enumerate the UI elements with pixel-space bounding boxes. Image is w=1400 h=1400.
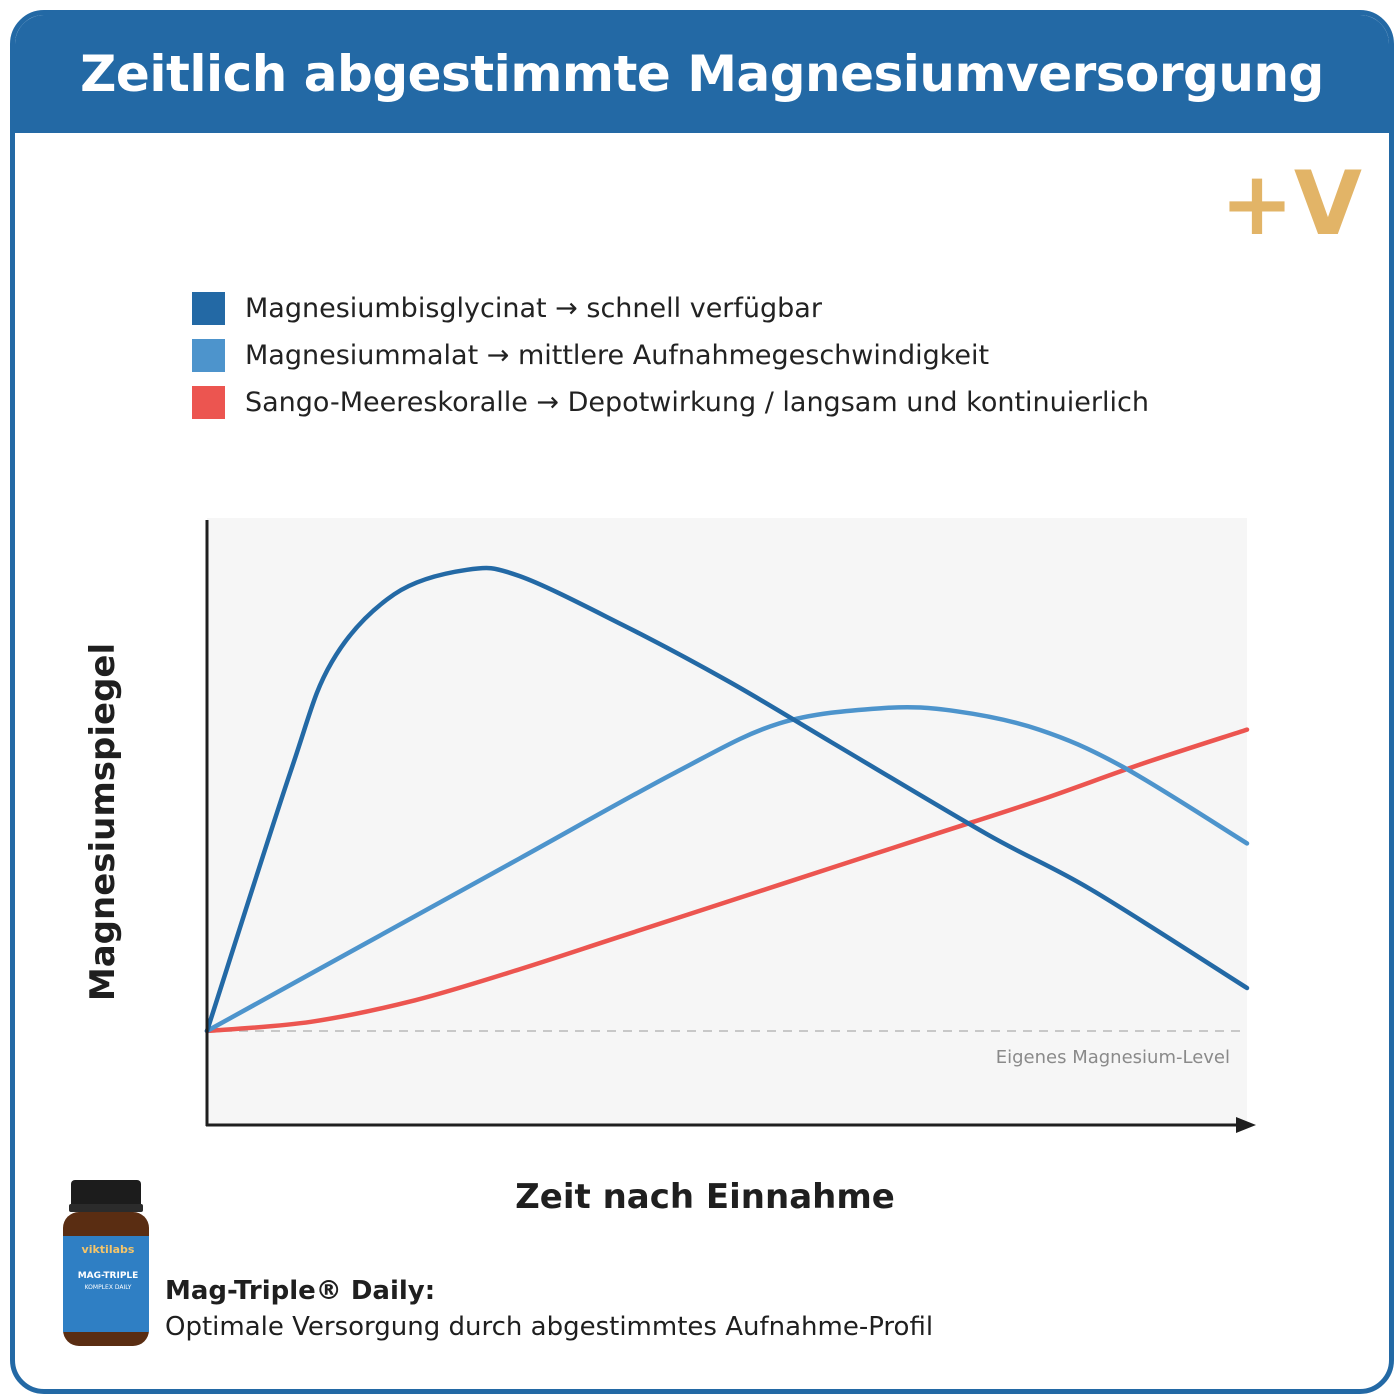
product-title: Mag-Triple® Daily: [165,1276,435,1306]
product-brand-label: viktilabs [82,1243,135,1256]
product-subtitle: Optimale Versorgung durch abgestimmtes A… [165,1312,933,1342]
x-axis-label: Zeit nach Einnahme [505,1177,905,1217]
baseline-label: Eigenes Magnesium-Level [996,1047,1230,1068]
product-name-label: MAG-TRIPLE [78,1271,139,1281]
product-variant-label: KOMPLEX DAILY [85,1284,132,1291]
plot-area [207,518,1247,1125]
product-bottle-image: viktilabs MAG-TRIPLE KOMPLEX DAILY [55,1178,155,1350]
y-axis-label: Magnesiumspiegel [83,643,123,1001]
